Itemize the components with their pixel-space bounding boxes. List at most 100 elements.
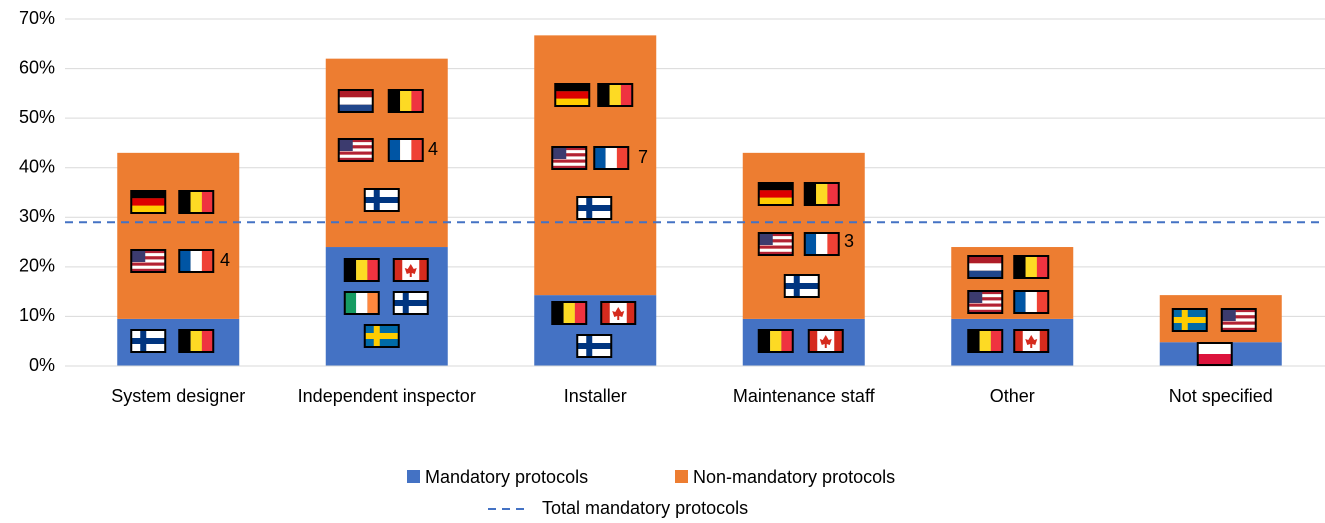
flag-border — [803, 232, 840, 256]
flag-part — [338, 151, 373, 155]
flag-border — [130, 190, 167, 214]
flag-part — [758, 242, 793, 246]
flag-icon — [593, 146, 630, 170]
flag-part — [373, 325, 380, 347]
flag-icon — [576, 196, 613, 220]
flag-part — [968, 300, 1003, 304]
flag-part — [793, 275, 800, 297]
flag-part — [968, 263, 1003, 271]
flag-part — [968, 303, 1003, 307]
legend-swatch — [407, 470, 420, 483]
x-tick-label: Maintenance staff — [732, 386, 875, 406]
flag-border — [597, 83, 634, 107]
flag-part — [201, 191, 214, 213]
flag-border — [551, 146, 588, 170]
flag-icon — [130, 249, 167, 273]
flag-part — [577, 343, 612, 349]
flag-icon — [130, 190, 167, 214]
flag-icon — [392, 291, 429, 315]
flag-part — [612, 307, 625, 320]
flag-part — [616, 147, 629, 169]
flag-icon — [803, 182, 840, 206]
flag-part — [338, 142, 373, 146]
flag-part — [605, 147, 617, 169]
flag-border — [600, 301, 637, 325]
x-tick-label: Installer — [563, 386, 627, 406]
flag-icon — [807, 329, 844, 353]
flag-part — [968, 270, 1003, 278]
flag-border — [576, 196, 613, 220]
flag-part — [758, 248, 793, 252]
flag-part — [393, 300, 428, 306]
flag-icon — [757, 329, 794, 353]
flag-part — [338, 157, 373, 161]
flag-part — [1014, 291, 1026, 313]
flag-part — [804, 183, 817, 205]
flag-border — [337, 138, 374, 162]
flag-part — [388, 139, 401, 161]
flag-border — [757, 182, 794, 206]
flag-part — [968, 309, 1003, 313]
flag-border — [343, 258, 380, 282]
flag-part — [1025, 291, 1037, 313]
flag-part — [411, 139, 423, 161]
flag-part — [1025, 256, 1037, 278]
flag-part — [400, 90, 412, 112]
flag-part — [601, 302, 610, 324]
flag-part — [1181, 309, 1188, 331]
flag-part — [140, 330, 147, 352]
flag-border — [1013, 329, 1050, 353]
flag-part — [816, 183, 828, 205]
flag-part — [131, 259, 166, 263]
flag-icon — [363, 324, 400, 348]
y-tick-label: 40% — [19, 156, 55, 176]
flag-part — [1221, 324, 1256, 328]
y-tick-label: 30% — [19, 206, 55, 226]
flag-icon — [1013, 290, 1050, 314]
flag-part — [373, 189, 380, 211]
flag-part — [784, 283, 819, 289]
flag-part — [758, 330, 771, 352]
flag-part — [1036, 291, 1049, 313]
flag-part — [758, 190, 793, 198]
flag-icon — [600, 301, 637, 325]
flag-part — [338, 97, 373, 105]
flag-part — [968, 291, 1003, 295]
flag-part — [338, 90, 373, 98]
flag-part — [338, 154, 373, 158]
flag-part — [816, 233, 828, 255]
x-tick-label: Not specified — [1168, 386, 1273, 406]
flag-part — [552, 156, 587, 160]
flag-icon — [178, 249, 215, 273]
flag-part — [1014, 256, 1026, 278]
flag-part — [338, 139, 353, 151]
flag-part — [758, 236, 793, 240]
flag-part — [834, 330, 843, 352]
flag-icon — [387, 89, 424, 113]
flag-part — [338, 104, 373, 112]
flag-icon — [1220, 308, 1257, 332]
flag-part — [626, 302, 636, 324]
flag-part — [201, 330, 214, 352]
flag-part — [131, 256, 166, 260]
flag-part — [1221, 312, 1256, 316]
flag-part — [131, 250, 166, 254]
flag-part — [968, 306, 1003, 310]
flag-icon — [967, 255, 1004, 279]
flag-part — [131, 265, 166, 269]
flag-part — [179, 330, 191, 352]
flag-part — [404, 264, 417, 277]
flag-icon — [392, 258, 429, 282]
flag-part — [1036, 256, 1049, 278]
flag-border — [1220, 308, 1257, 332]
flag-part — [1039, 330, 1049, 352]
flag-part — [979, 330, 991, 352]
flag-part — [555, 91, 590, 99]
flag-icon — [783, 274, 820, 298]
flag-part — [1221, 321, 1256, 325]
flag-part — [827, 183, 839, 205]
flag-part — [344, 259, 357, 281]
flag-icon — [1171, 308, 1208, 332]
